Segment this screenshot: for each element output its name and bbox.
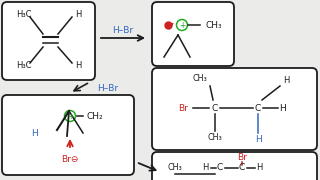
Text: H: H (202, 163, 208, 172)
Text: Br: Br (178, 103, 188, 112)
FancyBboxPatch shape (152, 2, 234, 66)
Text: H: H (75, 10, 81, 19)
FancyBboxPatch shape (2, 95, 134, 175)
Text: H₃C: H₃C (16, 10, 31, 19)
Text: H: H (256, 163, 262, 172)
Text: +: + (179, 21, 185, 30)
FancyBboxPatch shape (152, 152, 317, 180)
Text: H–Br: H–Br (97, 84, 119, 93)
Text: C: C (255, 103, 261, 112)
Text: CH₂: CH₂ (87, 111, 103, 120)
Text: H: H (283, 75, 289, 84)
Text: CH₃: CH₃ (192, 73, 207, 82)
FancyBboxPatch shape (2, 2, 95, 80)
Text: H–Br: H–Br (112, 26, 133, 35)
FancyBboxPatch shape (152, 68, 317, 150)
Text: CH₃: CH₃ (208, 134, 222, 143)
Text: +: + (67, 111, 73, 120)
Text: C: C (217, 163, 223, 172)
Text: H: H (280, 103, 286, 112)
Text: C: C (212, 103, 218, 112)
Text: H: H (75, 60, 81, 69)
Text: CH₃: CH₃ (206, 21, 222, 30)
Text: H₃C: H₃C (16, 60, 31, 69)
Text: CH₃: CH₃ (168, 163, 182, 172)
Text: Br: Br (237, 152, 247, 161)
Text: H: H (255, 136, 261, 145)
Text: H: H (32, 129, 38, 138)
Text: Br⊖: Br⊖ (61, 156, 79, 165)
Text: C: C (239, 163, 245, 172)
